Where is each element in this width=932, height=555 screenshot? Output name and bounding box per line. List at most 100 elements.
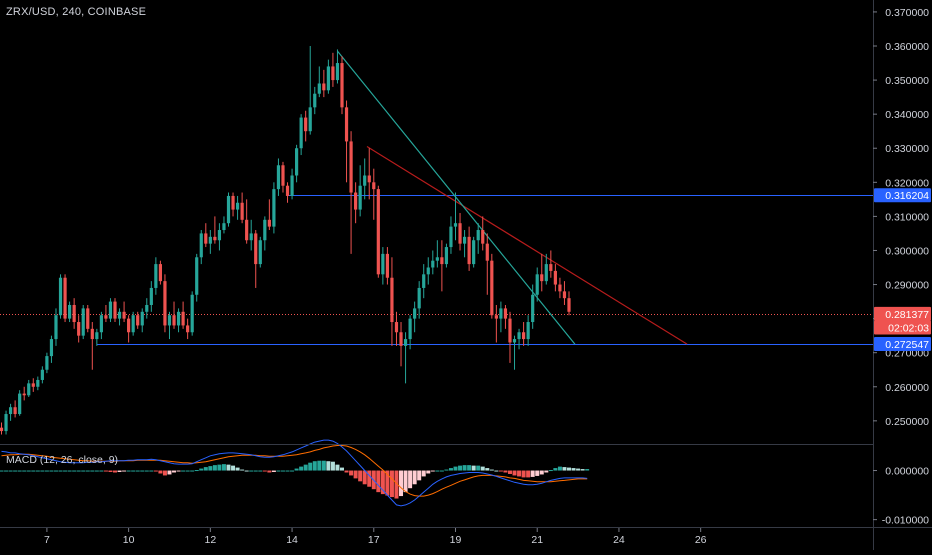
candle [254,230,258,288]
candle-body [195,257,199,295]
candle-body [163,281,167,326]
symbol-header[interactable]: ZRX/USD, 240, COINBASE [6,6,147,18]
time-tick-label: 14 [286,534,298,546]
macd-bar [476,465,481,471]
candle [426,257,430,285]
candle [399,322,403,367]
candle-body [326,66,330,91]
price-label-text: 02:02:03 [888,323,929,335]
candle-body [127,318,131,333]
candle [458,212,462,251]
candle-body [86,308,90,329]
price-tick-label: 0.300000 [885,245,929,257]
candle-body [472,240,476,265]
macd-bar [376,470,381,493]
macd-bar [162,470,167,476]
candle [462,230,467,258]
candle-body [108,301,113,319]
candle [562,281,567,305]
candle-body [522,332,526,340]
candle [36,376,40,391]
candles-group [0,46,571,435]
price-label-box [874,188,931,203]
candle-body [458,223,462,244]
candle [417,281,421,319]
macd-bar [494,470,499,472]
candle [31,378,35,392]
macd-bar [144,470,149,472]
macd-indicator-label[interactable]: MACD (12, 26, close, 9) [6,454,119,466]
macd-bar [576,468,581,471]
candle-body [481,230,485,244]
candle-body [68,304,72,319]
candle [167,311,172,340]
macd-bar [249,470,254,472]
macd-top-border [0,444,873,445]
candle-body [213,236,217,241]
macd-bar [172,470,177,473]
macd-bar [226,464,231,471]
candle [104,304,108,323]
time-tick-label: 19 [450,534,462,546]
candle-body [299,117,303,149]
macd-bar [326,461,331,471]
candle-body [267,219,271,227]
time-tick-label: 24 [613,534,625,546]
candle-body [308,107,312,132]
macd-bar [235,467,240,471]
candle-body [317,83,321,94]
candle [276,158,281,196]
candle-body [36,379,40,387]
candle [503,304,508,329]
candle [4,410,8,435]
macd-bar [276,470,281,472]
candle-body [290,175,294,196]
candle-body [558,284,562,292]
macd-bar [149,470,154,472]
macd-bar [439,470,444,472]
macd-bar [90,470,95,472]
macd-bar [122,470,127,472]
macd-bar [312,461,317,471]
candle [540,253,544,292]
candle [13,400,17,418]
price-tick-label: 0.330000 [885,143,929,155]
candle-body [145,304,149,312]
macd-bar [353,470,358,479]
macd-bar [517,470,522,477]
candle [358,165,362,217]
candle [408,315,412,350]
macd-bar [190,470,195,472]
macd-bar [167,470,172,475]
candle-body [176,311,181,326]
macd-bar [489,469,494,471]
candle [431,250,435,275]
candle [467,226,471,271]
macd-bar [344,470,349,473]
macd-bar [63,470,68,472]
macd-bar [26,470,31,472]
time-tick-label: 7 [44,534,50,546]
macd-bar [117,470,122,473]
candle [163,274,167,333]
candle-body [544,264,548,282]
price-label-box [874,306,931,321]
candle-body [181,311,185,326]
macd-bar [367,470,372,487]
macd-bar [544,470,549,473]
time-tick-label: 21 [531,534,543,546]
candle [494,304,498,343]
candle [381,247,385,285]
macd-bar [330,461,335,471]
candle-body [27,383,31,396]
candle [226,192,231,227]
candle-body [540,274,544,282]
candle-body [549,264,553,271]
candle-body [8,407,13,415]
macd-bar [108,470,113,473]
candle [81,304,85,340]
candle-body [136,315,140,326]
candle-body [113,301,117,319]
